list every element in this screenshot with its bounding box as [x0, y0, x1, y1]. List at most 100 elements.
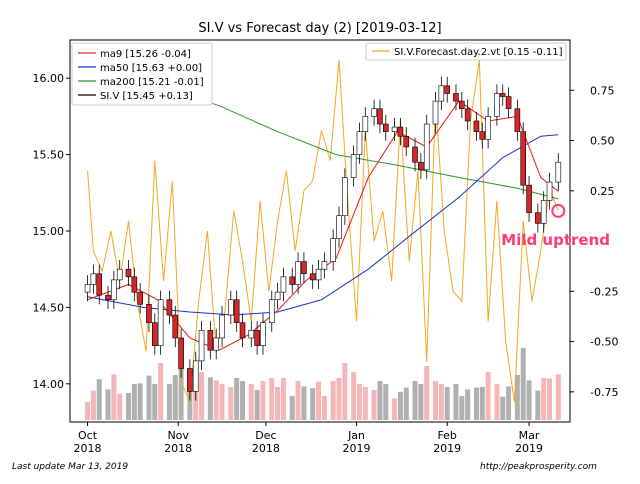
ma9-line [87, 100, 559, 351]
candle-body [166, 299, 173, 316]
volume-bar [342, 363, 348, 420]
volume-bar [453, 384, 459, 420]
candle-body [514, 108, 521, 132]
x-tick-label-month: Feb [437, 429, 456, 442]
y-left-tick-label: 16.00 [33, 72, 65, 85]
volume-bar [254, 390, 260, 420]
candle-body [280, 276, 287, 293]
x-tick-label-year: 2018 [74, 442, 102, 455]
candle-body [233, 299, 240, 323]
volume-bar [494, 384, 500, 420]
y-left-tick-label: 15.00 [33, 225, 65, 238]
candle-body [336, 215, 342, 239]
candle-body [289, 276, 296, 285]
candle-body [459, 100, 465, 110]
volume-bar [526, 380, 532, 420]
volume-bar [500, 396, 506, 420]
candle-body [473, 120, 480, 132]
volume-bar [479, 387, 485, 420]
candle-body [403, 135, 410, 148]
volume-bar [289, 396, 295, 420]
volume-bar [213, 380, 219, 420]
volume-bar [301, 386, 307, 420]
candle-body [301, 261, 307, 275]
legend-label: ma200 [15.21 -0.01] [100, 77, 204, 88]
volume-bar [371, 390, 377, 420]
candle-body [444, 85, 450, 94]
volume-bar [520, 348, 526, 420]
volume-bar [392, 398, 398, 420]
volume-bar [412, 381, 418, 420]
volume-bar [310, 388, 316, 420]
candle-body [260, 322, 266, 346]
candle-body [228, 299, 234, 316]
volume-bar [383, 384, 389, 420]
volume-bar [199, 372, 205, 420]
candle-body [239, 322, 246, 339]
candle-body [248, 330, 255, 339]
candle-body [412, 146, 418, 163]
candle-body [151, 322, 158, 346]
candle-body [350, 154, 357, 178]
candle-body [535, 212, 541, 224]
x-tick-label-month: Nov [167, 429, 189, 442]
annotation-label: Mild uptrend [501, 231, 610, 249]
legend-label: ma50 [15.63 +0.00] [100, 63, 202, 74]
candle-body [494, 93, 500, 117]
y-right-tick-label: 0.25 [590, 185, 615, 198]
candle-body [438, 85, 445, 102]
x-tick-label-month: Dec [255, 429, 276, 442]
candle-body [362, 116, 369, 132]
candle-body [391, 126, 398, 132]
candle-body [146, 304, 152, 323]
candle-body [116, 268, 123, 281]
volume-bar [465, 389, 471, 420]
annotation-marker [551, 203, 566, 218]
candle-body [295, 261, 301, 285]
volume-bar [555, 374, 561, 420]
candle-body [453, 93, 459, 102]
volume-bar [514, 375, 520, 420]
volume-bar [459, 396, 465, 420]
legend-label: SI.V.Forecast.day.2.vt [0.15 -0.11] [394, 47, 563, 58]
candle-body [125, 268, 132, 278]
volume-bar [248, 384, 254, 420]
candle-body [192, 360, 199, 392]
volume-bar [336, 378, 342, 420]
candle-body [499, 93, 506, 97]
volume-bar [269, 378, 275, 420]
volume-bar [137, 383, 143, 420]
candle-body [105, 294, 111, 301]
legend-right-box [365, 42, 567, 61]
y-left-tick-label: 15.50 [33, 149, 65, 162]
volume-bar [117, 393, 123, 420]
volume-bar [240, 381, 246, 420]
volume-bar [260, 381, 266, 420]
y-right-tick-label: -0.75 [590, 386, 618, 399]
candle-body [464, 108, 471, 122]
candle-body [356, 131, 363, 155]
volume-bar [547, 378, 553, 420]
ma50-line [87, 134, 559, 316]
candle-body [96, 273, 103, 296]
volume-bar [146, 375, 152, 420]
chart-title: SI.V vs Forecast day (2) [2019-03-12] [198, 21, 441, 36]
x-tick-label-month: Oct [78, 429, 98, 442]
candle-body [418, 161, 424, 171]
candle-body [479, 131, 486, 140]
volume-bar [473, 387, 479, 420]
volume-bar [158, 363, 164, 420]
volume-bar [131, 384, 137, 420]
volume-bar [321, 396, 327, 420]
x-tick-label-year: 2019 [515, 442, 543, 455]
candle-body [432, 100, 439, 125]
candle-body [520, 131, 527, 186]
candle-body [254, 330, 260, 346]
volume-bar [152, 384, 158, 420]
candle-body [172, 314, 179, 339]
candle-body [90, 273, 97, 285]
x-tick-label-month: Jan [347, 429, 365, 442]
legend-label: SI.V [15.45 +0.13] [100, 91, 193, 102]
volume-bar [351, 372, 357, 420]
candle-body [382, 123, 389, 132]
